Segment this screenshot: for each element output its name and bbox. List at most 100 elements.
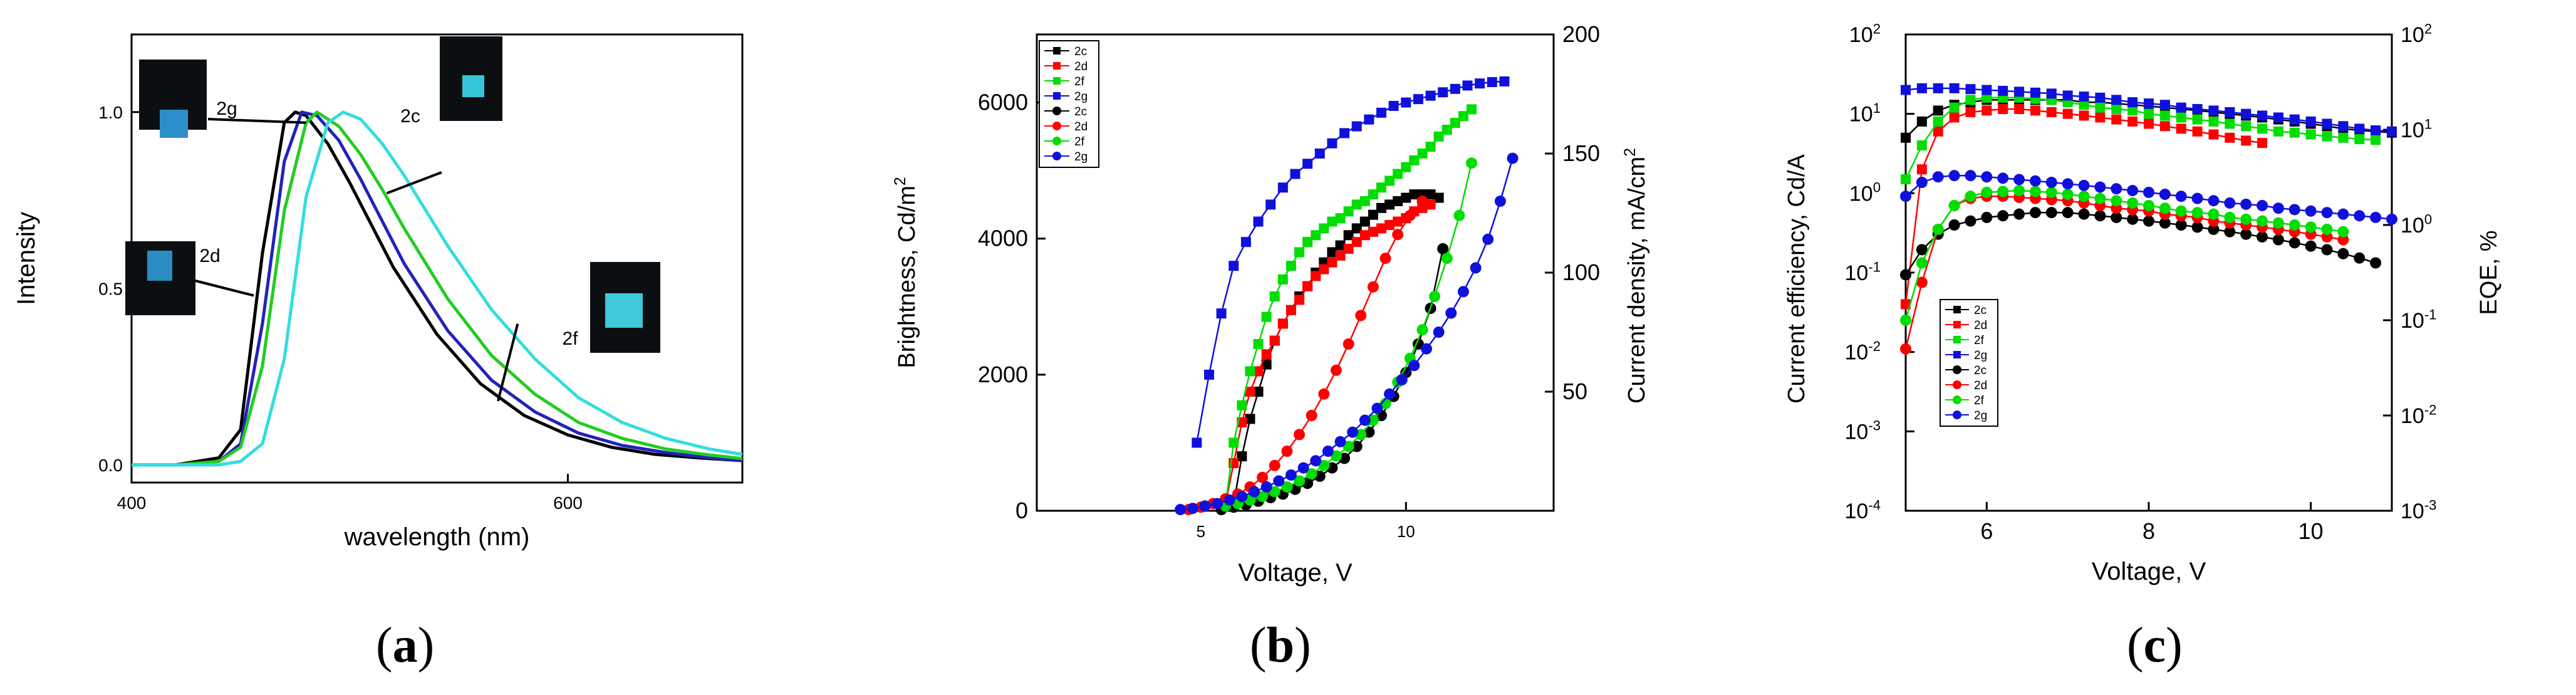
panel-b-point	[1401, 162, 1411, 172]
panel-b-legend-marker	[1052, 152, 1061, 160]
panel-b-point	[1212, 498, 1223, 509]
panel-c-series-2d-square	[1901, 103, 2268, 310]
panel-c-point	[1981, 85, 1992, 95]
panel-b-point	[1376, 223, 1386, 234]
panel-c-point	[2079, 100, 2089, 110]
panel-a-series-2c	[132, 110, 743, 467]
panel-b-point	[1507, 152, 1519, 164]
panel-c-xtick-label: 8	[2142, 518, 2155, 544]
panel-b-point	[1269, 291, 1280, 301]
panel-c-point	[2127, 116, 2138, 127]
panel-c-point	[2013, 208, 2025, 220]
panel-c-legend-marker	[1953, 321, 1961, 328]
panel-c-point	[2029, 175, 2041, 187]
panel-c-point	[2078, 179, 2090, 191]
panel-b-y2label: Current density, mA/cm2	[1622, 148, 1650, 404]
panel-c-xlabel: Voltage, V	[2092, 558, 2206, 585]
panel-b-point	[1322, 446, 1334, 457]
panel-b-point	[1433, 192, 1444, 203]
panel-b-point	[1379, 398, 1391, 409]
panel-b-point	[1187, 503, 1198, 515]
panel-b-point	[1236, 491, 1248, 503]
panel-b-point	[1429, 291, 1441, 302]
annotation-line	[207, 118, 306, 124]
panel-b-point	[1409, 155, 1420, 165]
panel-c-point	[2241, 108, 2251, 119]
panel-b-legend-marker	[1053, 62, 1061, 70]
panel-b-point	[1393, 169, 1403, 179]
panel-c-point	[2192, 114, 2203, 125]
panel-c-point	[1997, 210, 2009, 222]
panel-c-legend-marker	[1953, 380, 1961, 389]
panel-c-point	[2175, 219, 2187, 231]
panel-c-point	[2370, 257, 2382, 269]
panel-b-point	[1499, 76, 1510, 86]
panel-c-point	[2272, 202, 2284, 214]
panel-c-point	[2354, 123, 2365, 134]
annotation-label-2g: 2g	[216, 98, 237, 119]
panel-c-point	[2159, 189, 2171, 201]
panel-c-point	[2078, 191, 2090, 202]
panel-b-point	[1425, 199, 1436, 210]
panel-b-point	[1392, 229, 1404, 241]
panel-c-point	[2062, 108, 2073, 119]
panel-c-ytick-label: 102	[1849, 21, 1881, 47]
panel-c-point	[2014, 103, 2025, 114]
panel-b-point	[1228, 437, 1239, 448]
panel-b-legend-marker	[1053, 47, 1061, 55]
panel-b-point	[1277, 274, 1288, 285]
panel-b-point	[1261, 359, 1272, 370]
panel-c-point	[2257, 110, 2268, 121]
panel-b-point	[1237, 451, 1247, 462]
panel-c-point	[1933, 105, 1943, 116]
panel-c-point	[2111, 95, 2122, 105]
panel-c-ytick-label: 10-4	[1845, 497, 1881, 523]
panel-c-point	[2337, 208, 2349, 220]
panel-b-point	[1351, 121, 1362, 132]
panel-b-y2tick-label: 150	[1562, 140, 1600, 166]
panel-b-point	[1421, 343, 1433, 355]
panel-c-point	[2159, 121, 2170, 132]
panel-b-ytick-label: 0	[1015, 498, 1028, 523]
panel-b-point	[1494, 196, 1506, 207]
panel-c-chart: 6 8 10 10-4 10-3 10-2 10-1 100 101 102 10-3 10-2 10-…	[1784, 21, 2502, 585]
panel-b-point	[1253, 339, 1264, 349]
panel-a-xlabel: wavelength (nm)	[344, 523, 530, 551]
panel-c-legend-label: 2d	[1974, 379, 1987, 392]
panel-b-point	[1330, 364, 1342, 376]
panel-b-point	[1359, 196, 1370, 206]
panel-b-ylabel: Brightness, Cd/m2	[892, 177, 920, 368]
panel-b-legend-box	[1039, 40, 1099, 168]
panel-c-point	[1916, 83, 1927, 93]
panel-c-point	[2305, 205, 2317, 217]
panel-c-series-2g-square	[1901, 83, 2397, 137]
panel-c-point	[2095, 112, 2106, 123]
panel-b-point	[1404, 209, 1416, 221]
panel-c-point	[1916, 164, 1927, 175]
panel-b-legend-label: 2c	[1074, 105, 1087, 118]
panel-c-point	[2045, 186, 2057, 198]
caption-a: (a)	[376, 618, 435, 673]
panel-c-point	[2111, 103, 2122, 114]
panel-c-point	[1981, 171, 1993, 183]
panel-c-y2tick-label: 102	[2401, 21, 2432, 47]
panel-b-point	[1204, 369, 1214, 380]
panel-c-point	[2288, 204, 2300, 216]
panel-c-series-2g-circle	[1900, 170, 2397, 225]
panel-c-series-line	[1904, 211, 2376, 276]
panel-c-series-line	[1904, 97, 2376, 180]
panel-c-point	[2143, 199, 2154, 211]
panel-c-point	[2127, 105, 2138, 116]
panel-b-point	[1273, 475, 1285, 487]
panel-c-point	[2159, 217, 2171, 229]
panel-c-point	[1900, 343, 1911, 355]
panel-c-y2tick-label: 10-1	[2401, 306, 2436, 333]
panel-b-point	[1368, 209, 1378, 220]
panel-b-legend-label: 2f	[1074, 75, 1085, 88]
panel-b-point	[1253, 216, 1264, 227]
panel-b-point	[1450, 118, 1460, 128]
panel-b-point	[1379, 253, 1391, 264]
panel-b-point	[1269, 459, 1280, 471]
panel-c-point	[1901, 85, 1911, 95]
panel-b-point	[1368, 189, 1378, 200]
